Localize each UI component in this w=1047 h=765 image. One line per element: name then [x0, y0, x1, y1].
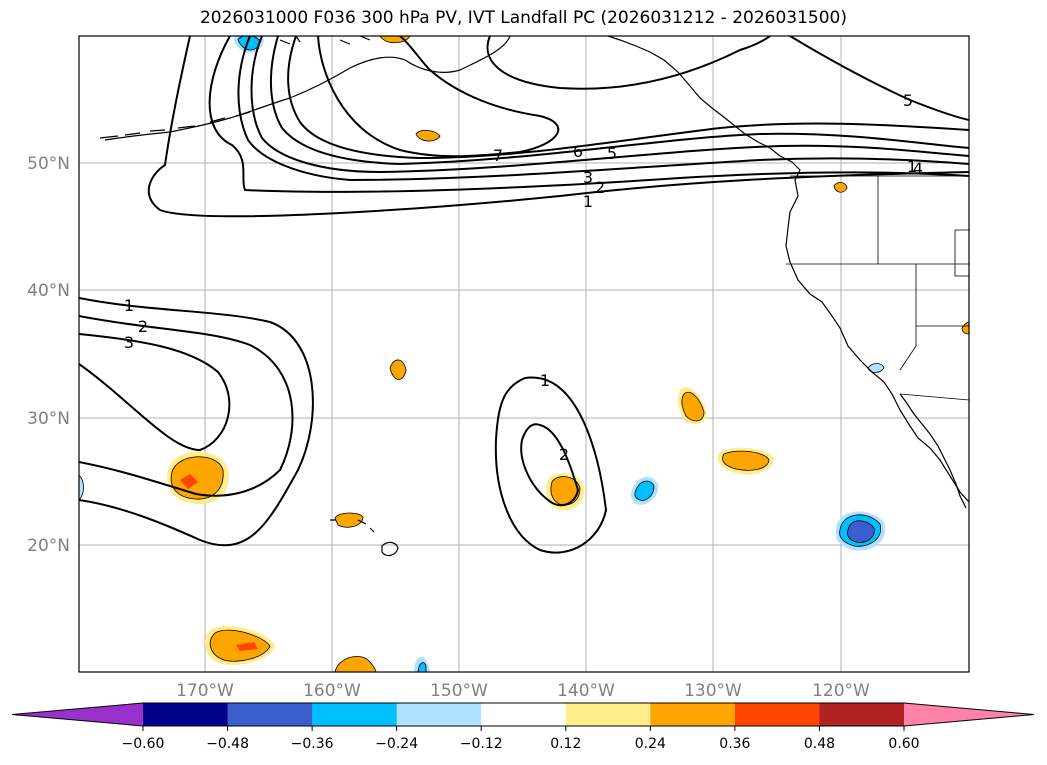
contour-line — [237, 36, 969, 182]
contour-label: 1 — [540, 371, 550, 390]
contour-line — [79, 297, 314, 547]
contour-line — [208, 36, 969, 193]
nevada-border — [954, 229, 969, 277]
lat-label: 50°N — [27, 154, 70, 174]
colorbar-segment — [565, 703, 651, 726]
fill-blob-positive — [334, 512, 364, 528]
contour-line — [317, 36, 560, 158]
lon-label: 170°W — [176, 681, 234, 701]
colorbar-segment — [396, 703, 482, 726]
colorbar-extend-high — [904, 703, 1034, 726]
contour-label: 2 — [559, 445, 569, 464]
contour-line — [147, 36, 969, 218]
fill-blob-positive — [334, 656, 377, 672]
fill-blob-positive — [415, 130, 441, 142]
north-america-coast — [607, 36, 969, 503]
contour-label: 6 — [573, 142, 583, 161]
west-states-border — [786, 176, 969, 371]
fill-blob-positive — [833, 182, 848, 193]
fill-blob-negative — [634, 480, 655, 501]
colorbar-segment — [312, 703, 398, 726]
contour-line — [494, 376, 608, 554]
colorbar-extend-low — [12, 703, 143, 726]
lat-label: 30°N — [27, 409, 70, 429]
contour-line — [79, 333, 231, 452]
contour-line — [789, 36, 969, 121]
aleutians — [99, 111, 251, 139]
lon-label: 150°W — [430, 681, 488, 701]
fill-blob-positive — [681, 391, 705, 422]
fill-blob-positive — [236, 642, 258, 651]
colorbar-tick-label: −0.48 — [206, 736, 249, 752]
fill-blob-positive — [170, 456, 224, 500]
latitude-labels: 50°N 40°N 30°N 20°N — [27, 154, 70, 556]
contour-label: 7 — [493, 146, 503, 165]
colorbar-segment — [819, 703, 905, 726]
colorbar-tick-label: 0.24 — [635, 736, 666, 752]
contour-label: 1 — [583, 192, 593, 211]
lat-label: 20°N — [27, 536, 70, 556]
fill-blob-positive — [961, 321, 969, 335]
hawaii-islands — [330, 519, 375, 533]
longitude-labels: 170°W 160°W 150°W 140°W 130°W 120°W — [176, 681, 870, 701]
us-mexico-border — [899, 393, 969, 401]
baja-california — [899, 393, 967, 509]
lon-label: 140°W — [557, 681, 615, 701]
contour-label: 5 — [903, 91, 913, 110]
fill-blob-positive — [550, 476, 581, 506]
colorbar-segment — [227, 703, 313, 726]
contour-line — [520, 423, 580, 507]
big-island — [381, 541, 399, 557]
colorbar-segment — [481, 703, 567, 726]
colorbar: −0.60 −0.48 −0.36 −0.24 −0.12 0.12 0.24 0.36 0.4… — [11, 702, 1035, 752]
alaska-coast — [104, 36, 511, 141]
lat-label: 40°N — [27, 281, 70, 301]
fill-blob-positive — [389, 359, 407, 380]
contour-label: 3 — [124, 333, 134, 352]
contour-label: 1 — [124, 296, 134, 315]
lon-label: 160°W — [303, 681, 361, 701]
gridlines — [79, 36, 969, 672]
coastlines — [99, 36, 969, 557]
contour-line — [287, 36, 969, 160]
colorbar-segment — [650, 703, 736, 726]
colorbar-tick-label: 0.60 — [888, 736, 919, 752]
sea-islands — [279, 36, 371, 45]
colorbar-tick-label: −0.24 — [375, 736, 418, 752]
colorbar-tick-label: −0.36 — [291, 736, 334, 752]
lon-label: 130°W — [684, 681, 742, 701]
fill-blob-positive — [722, 450, 770, 471]
contour-label: 1 — [907, 157, 917, 176]
contour-line — [270, 36, 969, 166]
colorbar-tick-label: −0.60 — [122, 736, 165, 752]
fill-blob-negative — [417, 662, 427, 672]
contour-line — [486, 36, 771, 90]
colorbar-segment — [734, 703, 820, 726]
contour-labels: 1 3 4 5 5 6 7 2 1 1 2 3 1 2 — [124, 91, 923, 464]
contour-label: 4 — [913, 159, 923, 178]
fill-blob-negative — [79, 474, 84, 501]
contour-line — [250, 36, 969, 174]
shading-fills — [79, 36, 969, 672]
map-title: 2026031000 F036 300 hPa PV, IVT Landfall… — [199, 8, 847, 28]
contour-label: 2 — [138, 317, 148, 336]
colorbar-tick-label: 0.48 — [804, 736, 835, 752]
colorbar-tick-label: 0.12 — [550, 736, 581, 752]
contours — [79, 36, 969, 554]
lon-label: 120°W — [812, 681, 870, 701]
colorbar-tick-label: −0.12 — [460, 736, 503, 752]
contour-line — [79, 315, 294, 497]
colorbar-segment — [143, 703, 229, 726]
fill-blob-positive — [180, 474, 198, 489]
contour-label: 2 — [595, 178, 605, 197]
colorbar-tick-label: 0.36 — [719, 736, 750, 752]
plot-frame — [78, 35, 970, 673]
contour-label: 3 — [583, 168, 593, 187]
contour-label: 5 — [607, 144, 617, 163]
fill-blob-negative — [847, 520, 875, 543]
